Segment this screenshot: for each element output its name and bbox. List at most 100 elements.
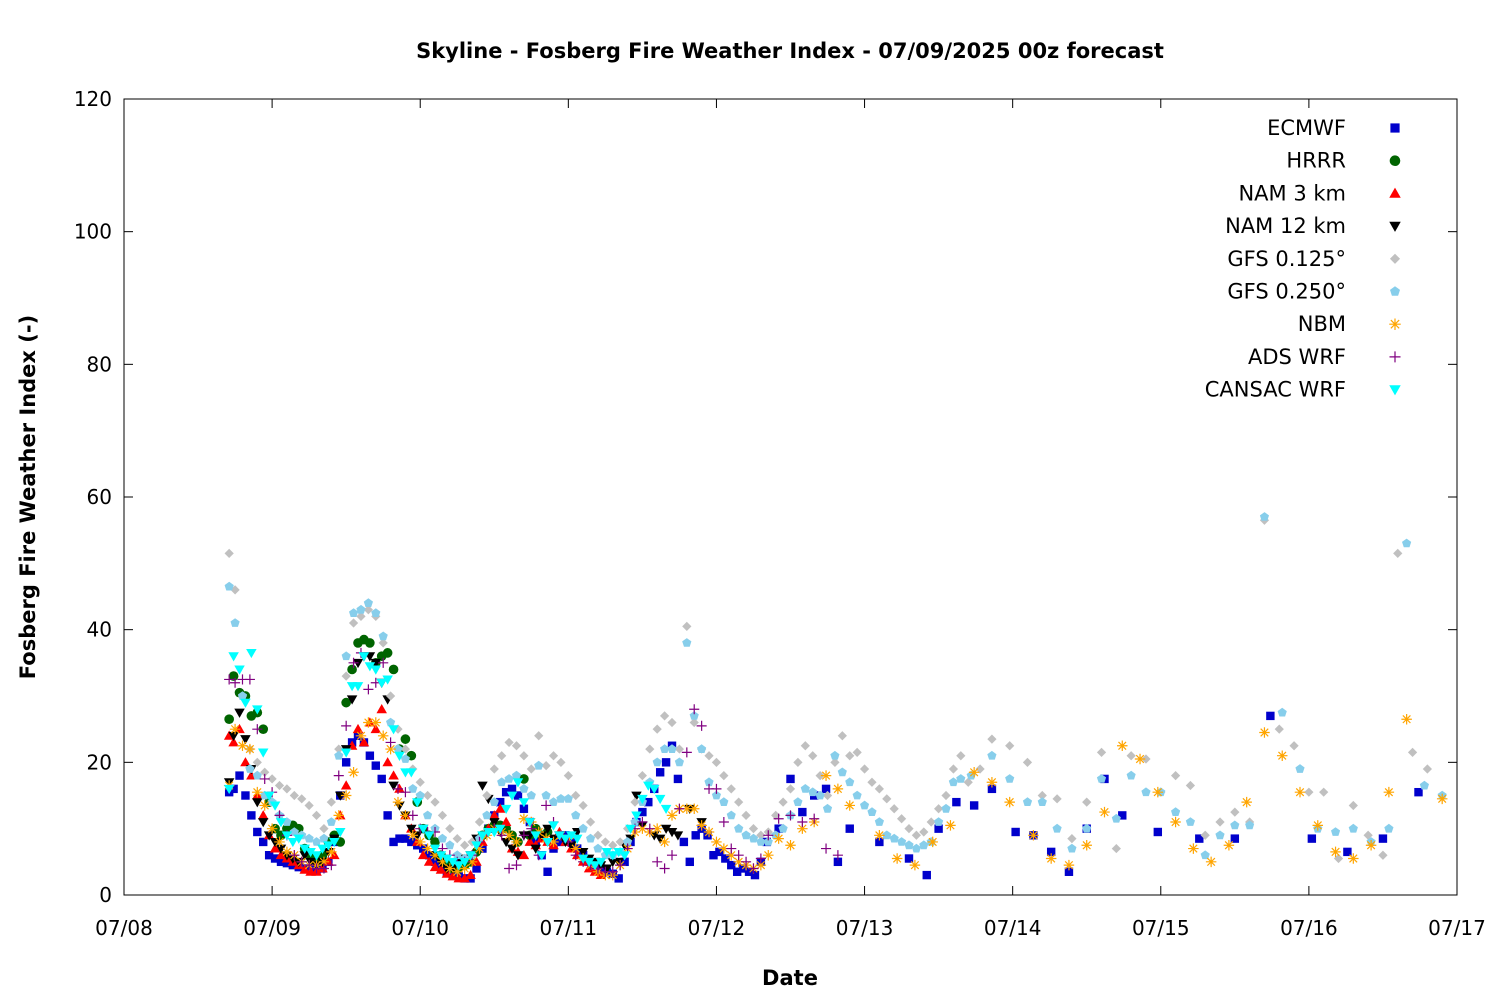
- data-point: [875, 837, 884, 847]
- data-point: [1274, 724, 1284, 734]
- y-tick-label: 100: [74, 220, 112, 244]
- data-point: [459, 873, 470, 883]
- data-point: [459, 857, 470, 868]
- data-point: [548, 797, 559, 806]
- data-point: [926, 817, 936, 827]
- data-point: [489, 764, 499, 774]
- data-point: [660, 804, 672, 815]
- data-point: [275, 844, 287, 854]
- data-point: [257, 810, 269, 820]
- data-point: [377, 730, 389, 742]
- data-point: [785, 784, 796, 794]
- data-point: [1312, 820, 1324, 831]
- data-point: [896, 814, 907, 824]
- data-point: [1402, 538, 1412, 548]
- data-point: [370, 665, 382, 675]
- data-point: [1126, 751, 1136, 761]
- data-point: [704, 777, 714, 787]
- data-point: [548, 836, 559, 848]
- y-axis-title: Fosberg Fire Weather Index (-): [16, 315, 40, 679]
- data-point: [832, 850, 843, 861]
- data-point: [333, 770, 344, 781]
- data-point: [797, 823, 808, 834]
- data-point: [417, 824, 429, 834]
- data-point: [355, 730, 367, 742]
- data-point: [519, 784, 529, 793]
- legend: ECMWF HRRR NAM 3 km NAM 12 km GFS 0.125° GFS …: [1205, 116, 1401, 402]
- data-point: [282, 858, 292, 868]
- data-point: [423, 810, 433, 820]
- data-point: [822, 790, 833, 801]
- data-point: [500, 804, 512, 815]
- data-point: [541, 761, 551, 771]
- data-point: [512, 778, 524, 788]
- data-point: [318, 856, 330, 868]
- data-point: [845, 777, 855, 787]
- x-tick-label: 07/14: [984, 916, 1042, 940]
- data-point: [228, 671, 239, 681]
- legend-label: GFS 0.250°: [1227, 280, 1346, 304]
- data-point: [472, 864, 481, 873]
- data-point: [358, 737, 370, 747]
- data-point: [741, 830, 751, 840]
- data-point: [511, 860, 522, 871]
- data-point: [305, 857, 316, 868]
- y-tick-label: 80: [87, 352, 112, 376]
- data-point: [264, 851, 274, 860]
- data-point: [945, 820, 956, 831]
- legend-marker: [1390, 286, 1400, 296]
- data-point: [1348, 800, 1358, 811]
- data-point: [1205, 856, 1217, 868]
- data-point: [593, 830, 603, 840]
- data-point: [244, 674, 255, 685]
- data-point: [269, 843, 281, 853]
- data-point: [224, 714, 234, 725]
- x-tick-label: 07/15: [1132, 916, 1190, 940]
- data-point: [815, 770, 825, 781]
- data-point: [252, 705, 263, 715]
- data-point: [257, 748, 269, 758]
- data-point: [659, 863, 670, 874]
- data-point: [845, 824, 854, 833]
- data-point: [709, 851, 718, 860]
- data-point: [460, 840, 470, 850]
- data-point: [392, 796, 404, 808]
- data-point: [503, 830, 515, 841]
- data-point: [258, 724, 269, 734]
- data-point: [312, 837, 322, 846]
- data-point: [583, 863, 595, 873]
- data-point: [755, 853, 766, 864]
- data-point: [230, 618, 240, 627]
- data-point: [423, 790, 433, 801]
- data-point: [252, 757, 262, 767]
- data-point: [711, 790, 721, 800]
- data-point: [259, 837, 268, 847]
- data-point: [837, 731, 847, 741]
- data-point: [388, 770, 399, 780]
- data-point: [536, 851, 547, 861]
- data-point: [400, 754, 410, 763]
- data-point: [512, 851, 524, 861]
- data-point: [703, 826, 715, 838]
- x-tick-label: 07/17: [1428, 916, 1486, 940]
- data-point: [1365, 840, 1377, 851]
- data-point: [518, 798, 530, 808]
- data-point: [378, 638, 388, 648]
- data-point: [1230, 820, 1240, 830]
- data-point: [224, 548, 234, 559]
- legend-item-nam-12-km: NAM 12 km: [1225, 214, 1401, 238]
- legend-marker: [1389, 385, 1401, 396]
- data-point: [423, 856, 435, 866]
- data-point: [400, 744, 411, 754]
- data-point: [223, 784, 235, 795]
- data-point: [832, 783, 844, 795]
- data-point: [882, 794, 892, 804]
- data-point: [524, 818, 536, 828]
- data-point: [234, 708, 245, 718]
- data-point: [541, 790, 551, 800]
- data-point: [289, 827, 299, 836]
- data-point: [674, 757, 684, 767]
- data-point: [941, 790, 951, 801]
- data-point: [845, 751, 855, 761]
- data-point: [383, 811, 392, 820]
